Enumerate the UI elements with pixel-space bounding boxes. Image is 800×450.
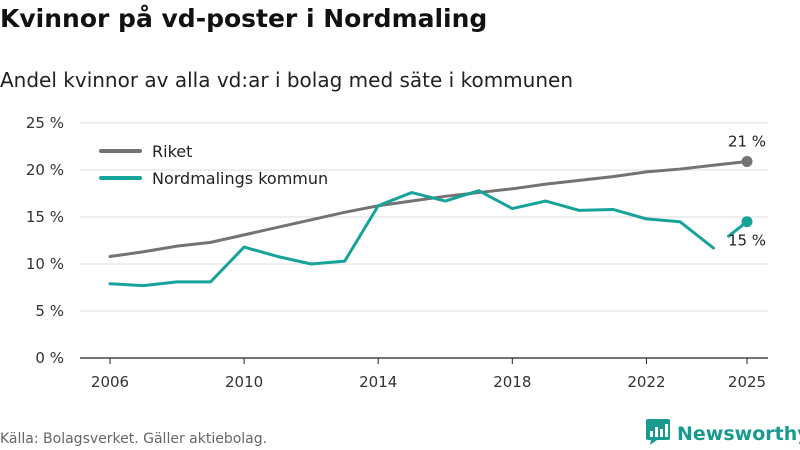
x-tick-label: 2006: [91, 373, 129, 391]
x-tick-label: 2010: [225, 373, 263, 391]
chart-subtitle: Andel kvinnor av alla vd:ar i bolag med …: [0, 68, 573, 92]
legend-label-kommun: Nordmalings kommun: [152, 169, 328, 188]
x-tick-label: 2022: [627, 373, 665, 391]
y-tick-label: 15 %: [26, 208, 64, 226]
end-label-riket: 21 %: [728, 133, 766, 151]
y-tick-label: 20 %: [26, 161, 64, 179]
x-tick-label: 2025: [728, 373, 766, 391]
series-line-riket: [108, 160, 749, 258]
x-tick-label: 2014: [359, 373, 397, 391]
end-point-riket: [741, 156, 753, 168]
legend: Riket Nordmalings kommun: [99, 142, 328, 188]
chart-title: Kvinnor på vd-poster i Nordmaling: [0, 4, 488, 33]
y-tick-label: 10 %: [26, 255, 64, 273]
legend-label-riket: Riket: [152, 142, 192, 161]
series-lines: 21 % 15 %: [108, 133, 766, 288]
x-tick-label: 2018: [493, 373, 531, 391]
brand-name: Newsworthy: [677, 423, 800, 445]
brand-logo[interactable]: Newsworthy: [645, 418, 800, 450]
source-note: Källa: Bolagsverket. Gäller aktiebolag.: [0, 431, 268, 447]
newsworthy-logo-icon: [645, 418, 671, 450]
y-tick-label: 25 %: [26, 114, 64, 132]
axes: 0 % 5 % 10 % 15 % 20 % 25 % 2006 2010 2014 2018 20…: [26, 114, 766, 391]
end-point-kommun: [741, 216, 753, 228]
end-label-kommun: 15 %: [728, 232, 766, 250]
y-tick-label: 5 %: [35, 302, 64, 320]
series-line-kommun: [108, 189, 715, 288]
grid-lines: [80, 122, 768, 359]
y-tick-label: 0 %: [35, 349, 64, 367]
